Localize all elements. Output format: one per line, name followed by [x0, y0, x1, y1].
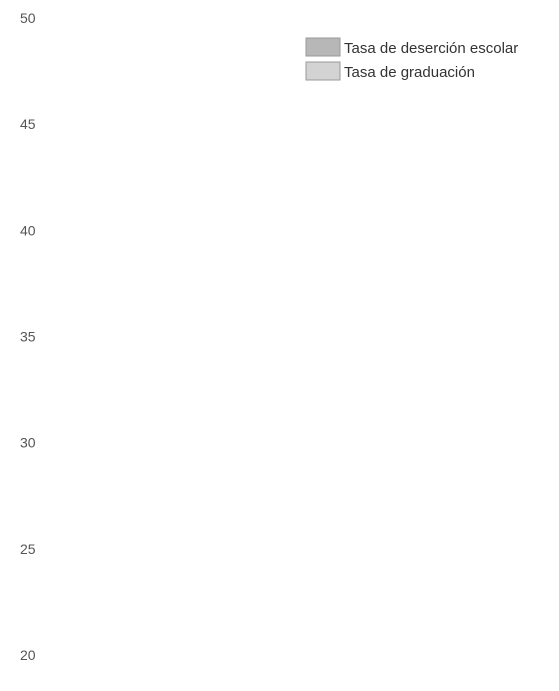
y-tick-label: 40: [20, 222, 36, 238]
legend-item: Tasa de graduación: [305, 61, 475, 81]
y-axis: 50 45 40 35 30 25 20: [20, 10, 36, 663]
y-tick-label: 35: [20, 329, 36, 345]
legend-label: Tasa de deserción escolar: [344, 40, 518, 57]
y-tick-label: 25: [20, 541, 36, 557]
legend-swatch: [305, 37, 341, 57]
y-tick-label: 50: [20, 10, 36, 26]
y-tick-label: 20: [20, 647, 36, 663]
legend: Tasa de deserción escolar Tasa de graduac…: [305, 37, 518, 81]
legend-swatch: [305, 61, 341, 81]
legend-label: Tasa de graduación: [344, 64, 475, 81]
y-tick-label: 45: [20, 116, 36, 132]
legend-item: Tasa de deserción escolar: [305, 37, 518, 57]
y-tick-label: 30: [20, 435, 36, 451]
